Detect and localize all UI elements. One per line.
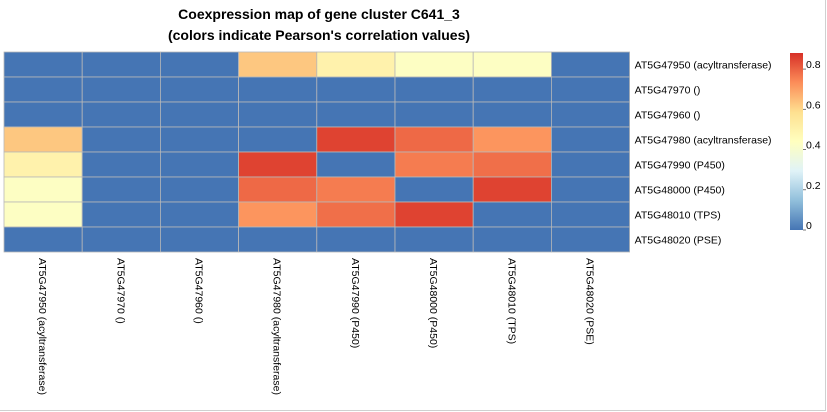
heatmap-cell <box>3 226 83 253</box>
column-label: AT5G47950 (acyltransferase) <box>36 258 48 395</box>
heatmap-cell <box>3 101 83 128</box>
chart-title: Coexpression map of gene cluster C641_3 <box>178 6 460 22</box>
heatmap-cell <box>551 126 631 153</box>
column-label: AT5G48000 (P450) <box>427 258 439 348</box>
heatmap-cell <box>159 176 239 203</box>
heatmap-cells <box>3 51 631 253</box>
heatmap-cell <box>316 76 396 103</box>
column-label: AT5G47990 (P450) <box>349 258 361 348</box>
heatmap-cell <box>394 151 474 178</box>
heatmap-cell <box>316 51 396 78</box>
heatmap-cell <box>81 101 161 128</box>
colorbar-tick-label: 0.2 <box>806 180 821 192</box>
heatmap-cell <box>472 51 552 78</box>
heatmap-cell <box>472 151 552 178</box>
heatmap-cell <box>394 126 474 153</box>
row-label: AT5G47980 (acyltransferase) <box>635 135 772 147</box>
heatmap-cell <box>81 51 161 78</box>
row-label: AT5G47960 () <box>635 110 701 122</box>
colorbar-gradient <box>790 53 803 230</box>
heatmap-cell <box>3 126 83 153</box>
heatmap-cell <box>159 51 239 78</box>
colorbar: 0 0.2 0.4 0.6 0.8 <box>790 53 821 232</box>
column-label: AT5G47960 () <box>193 258 205 324</box>
heatmap-cell <box>3 51 83 78</box>
heatmap-cell <box>316 151 396 178</box>
heatmap-cell <box>472 201 552 228</box>
heatmap-cell <box>3 201 83 228</box>
heatmap-cell <box>551 51 631 78</box>
heatmap-cell <box>81 226 161 253</box>
heatmap-cell <box>159 226 239 253</box>
row-label: AT5G48020 (PSE) <box>635 235 722 247</box>
heatmap-cell <box>551 101 631 128</box>
colorbar-tick-label: 0.6 <box>806 99 821 111</box>
heatmap-cell <box>316 126 396 153</box>
heatmap-cell <box>159 101 239 128</box>
heatmap-cell <box>3 176 83 203</box>
heatmap-cell <box>238 126 318 153</box>
heatmap-cell <box>472 76 552 103</box>
heatmap-cell <box>394 176 474 203</box>
heatmap-cell <box>316 176 396 203</box>
column-label: AT5G47980 (acyltransferase) <box>271 258 283 395</box>
row-label: AT5G47990 (P450) <box>635 160 725 172</box>
column-label: AT5G47970 () <box>114 258 126 324</box>
heatmap-cell <box>238 176 318 203</box>
row-label: AT5G47970 () <box>635 85 701 97</box>
heatmap-cell <box>81 201 161 228</box>
column-label: AT5G48020 (PSE) <box>584 258 596 345</box>
row-label: AT5G48000 (P450) <box>635 185 725 197</box>
heatmap-cell <box>394 201 474 228</box>
heatmap-cell <box>3 76 83 103</box>
heatmap-cell <box>238 101 318 128</box>
heatmap-cell <box>238 151 318 178</box>
column-label: AT5G48010 (TPS) <box>505 258 517 344</box>
colorbar-tick-label: 0.8 <box>806 59 821 71</box>
heatmap-cell <box>472 126 552 153</box>
heatmap-cell <box>394 51 474 78</box>
column-labels: AT5G47950 (acyltransferase) AT5G47970 () A… <box>36 258 595 395</box>
heatmap-cell <box>81 151 161 178</box>
heatmap-cell <box>238 51 318 78</box>
heatmap-cell <box>81 126 161 153</box>
row-label: AT5G47950 (acyltransferase) <box>635 60 772 72</box>
heatmap-cell <box>81 176 161 203</box>
row-label: AT5G48010 (TPS) <box>635 210 721 222</box>
heatmap-cell <box>551 226 631 253</box>
heatmap-cell <box>472 226 552 253</box>
heatmap-cell <box>472 176 552 203</box>
row-labels: AT5G47950 (acyltransferase) AT5G47970 () A… <box>635 60 772 247</box>
heatmap-cell <box>238 76 318 103</box>
colorbar-tick-label: 0.4 <box>806 140 821 152</box>
heatmap-cell <box>3 151 83 178</box>
heatmap-cell <box>472 101 552 128</box>
heatmap-cell <box>551 151 631 178</box>
colorbar-tick-label: 0 <box>806 220 812 232</box>
heatmap-cell <box>159 76 239 103</box>
heatmap-cell <box>81 76 161 103</box>
heatmap-cell <box>551 76 631 103</box>
heatmap-cell <box>316 226 396 253</box>
chart-subtitle: (colors indicate Pearson's correlation v… <box>167 27 471 43</box>
heatmap-cell <box>551 176 631 203</box>
heatmap-cell <box>159 126 239 153</box>
heatmap-cell <box>551 201 631 228</box>
heatmap-cell <box>394 101 474 128</box>
heatmap-cell <box>238 201 318 228</box>
heatmap-cell <box>159 201 239 228</box>
heatmap-cell <box>159 151 239 178</box>
heatmap-cell <box>394 226 474 253</box>
heatmap-cell <box>316 201 396 228</box>
heatmap-cell <box>238 226 318 253</box>
heatmap-cell <box>316 101 396 128</box>
heatmap-cell <box>394 76 474 103</box>
